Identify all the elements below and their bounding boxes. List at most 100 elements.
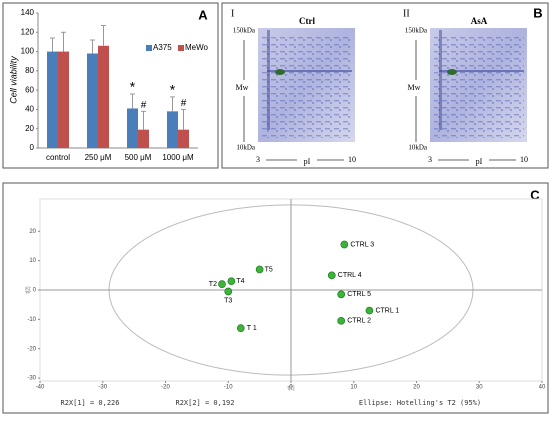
pi-label: pI	[304, 157, 311, 166]
significance-mark: *	[170, 82, 176, 98]
y-tick-label: -20	[27, 346, 36, 352]
point	[327, 271, 336, 280]
bar	[178, 129, 189, 148]
footer-text: R2X[1] = 0,226	[60, 399, 119, 407]
x-tick-label: -30	[98, 385, 107, 391]
bar	[167, 111, 178, 148]
point	[224, 287, 233, 296]
gel-title: AsA	[471, 16, 488, 26]
point	[337, 316, 346, 325]
significance-mark: #	[141, 100, 147, 111]
y-tick-label: 40	[25, 105, 34, 114]
gel-spot	[275, 69, 285, 75]
panel-c-frame	[2, 182, 549, 414]
mw-bottom: 10kDa	[408, 144, 428, 152]
pi-left: 3	[256, 155, 260, 164]
point-label: CTRL 4	[338, 272, 362, 279]
panel-a-frame	[2, 2, 219, 169]
x-tick-label: -40	[36, 385, 45, 391]
pi-right: 10	[520, 155, 528, 164]
panel-label: A	[198, 7, 208, 22]
significance-mark: #	[181, 98, 187, 109]
gel-spot	[447, 69, 457, 75]
gel-streak	[439, 30, 442, 130]
bar	[127, 108, 138, 148]
point-label: T 1	[247, 325, 257, 332]
footer-text: Ellipse: Hotelling's T2 (95%)	[359, 399, 481, 407]
gel-title: Ctrl	[299, 16, 315, 26]
gel-band	[439, 70, 524, 72]
gel-panel: B	[533, 5, 542, 20]
y-tick-label: 0	[30, 143, 35, 152]
panel-label: B	[533, 5, 542, 20]
x-tick-label: 0	[289, 385, 293, 391]
y-tick-label: 100	[21, 47, 35, 56]
bar	[58, 51, 69, 149]
y-tick-label: -10	[27, 317, 36, 323]
point-label: CTRL 5	[347, 291, 371, 298]
point-label: T4	[236, 278, 244, 285]
bar	[138, 129, 149, 148]
point-label: CTRL 3	[350, 241, 374, 248]
y-tick-label: 10	[29, 258, 36, 264]
legend-swatch	[178, 45, 184, 51]
bar	[47, 51, 58, 149]
x-tick-label: 250 μM	[85, 153, 112, 162]
x-tick-label: 1000 μM	[162, 153, 194, 162]
gel-numeral: II	[403, 8, 410, 19]
panel-b-frame	[221, 2, 549, 169]
x-tick-label: 30	[476, 385, 483, 391]
gel-band	[267, 70, 352, 72]
x-tick-label: 500 μM	[125, 153, 152, 162]
x-tick-label: -20	[161, 385, 170, 391]
point	[340, 240, 349, 249]
bar	[87, 53, 98, 148]
gel-numeral: I	[231, 8, 234, 19]
point	[337, 290, 346, 299]
x-tick-label: 20	[413, 385, 420, 391]
y-axis-label: t[2]	[25, 286, 31, 294]
point	[255, 265, 264, 274]
mw-label: Mw	[236, 83, 249, 92]
legend-label: MeWo	[185, 43, 209, 52]
gel-spots	[262, 34, 352, 138]
point-label: T3	[224, 297, 232, 304]
y-tick-label: -30	[27, 376, 36, 382]
y-tick-label: 80	[25, 66, 34, 75]
point	[365, 306, 374, 315]
y-tick-label: 140	[21, 8, 35, 17]
y-tick-label: 120	[21, 27, 35, 36]
pi-right: 10	[348, 155, 356, 164]
significance-mark: *	[130, 79, 136, 95]
y-tick-label: 0	[33, 288, 37, 294]
point	[227, 277, 236, 286]
point	[218, 280, 226, 288]
pi-label: pI	[476, 157, 483, 166]
x-tick-label: -10	[224, 385, 233, 391]
point-label: CTRL 1	[375, 307, 399, 314]
x-tick-label: 40	[539, 385, 546, 391]
x-tick-label: control	[46, 153, 70, 162]
legend-swatch	[146, 45, 152, 51]
mw-top: 150kDa	[233, 27, 256, 35]
pi-left: 3	[428, 155, 432, 164]
mw-bottom: 10kDa	[236, 144, 256, 152]
panel-label: C	[530, 187, 540, 202]
point	[236, 324, 245, 333]
y-axis-label: Cell viability	[8, 56, 18, 104]
footer-text: R2X[2] = 0,192	[175, 399, 234, 407]
mw-label: Mw	[408, 83, 421, 92]
point-label: T5	[265, 266, 273, 273]
y-tick-label: 20	[25, 124, 34, 133]
y-tick-label: 60	[25, 85, 34, 94]
mw-top: 150kDa	[405, 27, 428, 35]
x-axis-label: t[1]	[288, 385, 296, 391]
point-label: CTRL 2	[347, 318, 371, 325]
x-tick-label: 10	[350, 385, 357, 391]
bar	[98, 45, 109, 148]
gel-spots	[434, 34, 524, 138]
y-tick-label: 20	[29, 229, 36, 235]
gel-streak	[267, 30, 270, 130]
legend-label: A375	[153, 43, 172, 52]
